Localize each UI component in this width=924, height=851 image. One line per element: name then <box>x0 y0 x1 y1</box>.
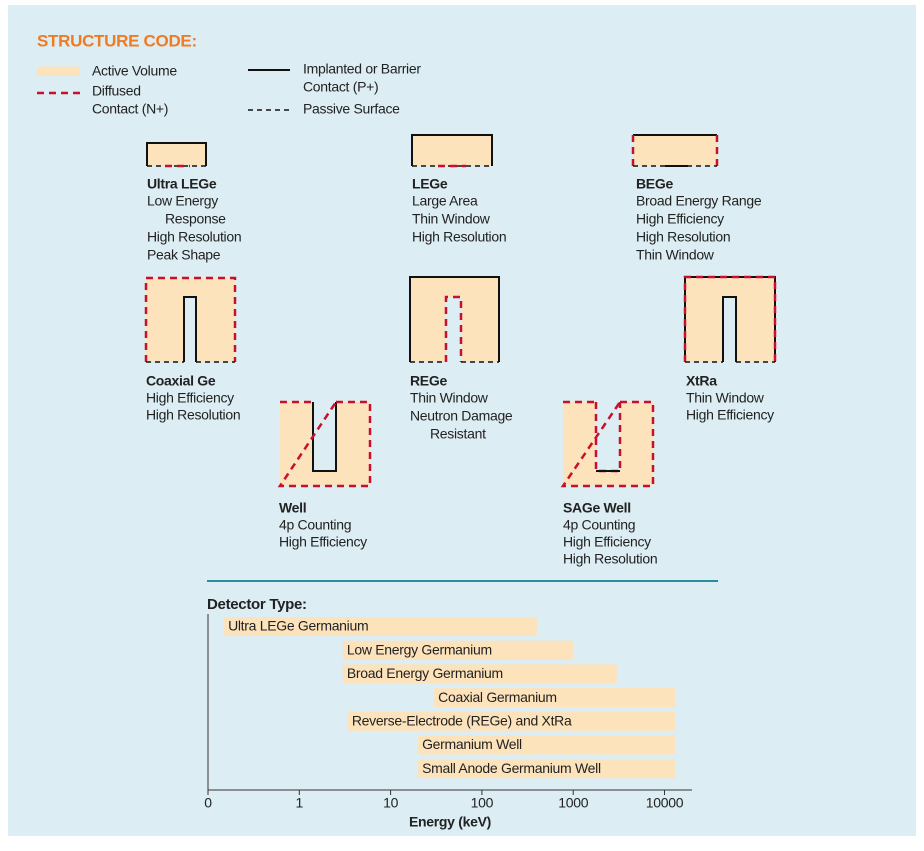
x-tick-label: 10 <box>383 795 398 811</box>
x-tick-label: 0 <box>204 795 212 811</box>
detector-line: 4p Counting <box>279 517 351 533</box>
detector-line: High Efficiency <box>636 211 724 227</box>
detector-line: High Efficiency <box>279 534 367 550</box>
detector-line: High Resolution <box>146 407 240 423</box>
detector-name: XtRa <box>686 373 717 389</box>
bar <box>418 759 675 779</box>
bar <box>342 664 617 684</box>
legend-title: STRUCTURE CODE: <box>37 31 197 50</box>
detector-line: Thin Window <box>636 247 715 263</box>
detector-line: 4p Counting <box>563 517 635 533</box>
legend-label: Contact (N+) <box>92 101 168 117</box>
detector-name: Coaxial Ge <box>146 373 216 389</box>
shapes <box>144 134 777 488</box>
detector-line: Broad Energy Range <box>636 193 762 209</box>
detector-line: High Efficiency <box>686 407 774 423</box>
detector-name: Well <box>279 500 306 516</box>
legend-label: Passive Surface <box>303 101 400 117</box>
detector-line: High Resolution <box>412 229 506 245</box>
detector-line: Low Energy <box>147 193 218 209</box>
detector-line: Thin Window <box>410 390 489 406</box>
detector-line: High Resolution <box>636 229 730 245</box>
detector-line: Resistant <box>430 426 486 442</box>
detector-line: High Efficiency <box>563 534 651 550</box>
legend-label: Contact (P+) <box>303 79 378 95</box>
detector-line: Peak Shape <box>147 247 221 263</box>
legend: Active Volume Diffused Contact (N+) Impl… <box>37 61 422 117</box>
x-tick-label: 1000 <box>558 795 588 811</box>
detector-name: BEGe <box>636 176 673 192</box>
detector-line: Thin Window <box>412 211 491 227</box>
detector-line: High Resolution <box>563 551 657 567</box>
bar <box>434 688 675 708</box>
detector-line: High Efficiency <box>146 390 234 406</box>
detector-name: LEGe <box>412 176 448 192</box>
bar-label: Reverse-Electrode (REGe) and XtRa <box>352 713 572 729</box>
detector-line: Large Area <box>412 193 478 209</box>
legend-label: Implanted or Barrier <box>303 61 421 77</box>
bar-label: Coaxial Germanium <box>438 689 557 705</box>
detector-name: REGe <box>410 373 447 389</box>
bar-label: Ultra LEGe Germanium <box>228 618 368 634</box>
x-tick-label: 100 <box>471 795 494 811</box>
legend-label: Diffused <box>92 83 141 99</box>
bar-label: Broad Energy Germanium <box>347 665 503 681</box>
bar-label: Germanium Well <box>422 736 522 752</box>
detector-line: Neutron Damage <box>410 408 513 424</box>
detector-name: Ultra LEGe <box>147 176 217 192</box>
x-tick-label: 1 <box>296 795 304 811</box>
detector-texts: Ultra LEGe Low Energy Response High Reso… <box>146 176 774 567</box>
bar-label: Small Anode Germanium Well <box>422 760 601 776</box>
x-tick-label: 10000 <box>646 795 684 811</box>
x-axis-label: Energy (keV) <box>409 814 491 830</box>
legend-label: Active Volume <box>92 63 177 79</box>
detector-line: Response <box>165 211 226 227</box>
chart-title: Detector Type: <box>207 596 307 613</box>
bar-label: Low Energy Germanium <box>347 641 492 657</box>
bar <box>342 640 574 660</box>
detector-name: SAGe Well <box>563 500 631 516</box>
bar <box>418 735 675 755</box>
detector-line: Thin Window <box>686 390 765 406</box>
bar <box>224 617 537 636</box>
detector-line: High Resolution <box>147 229 241 245</box>
bar <box>347 711 675 731</box>
